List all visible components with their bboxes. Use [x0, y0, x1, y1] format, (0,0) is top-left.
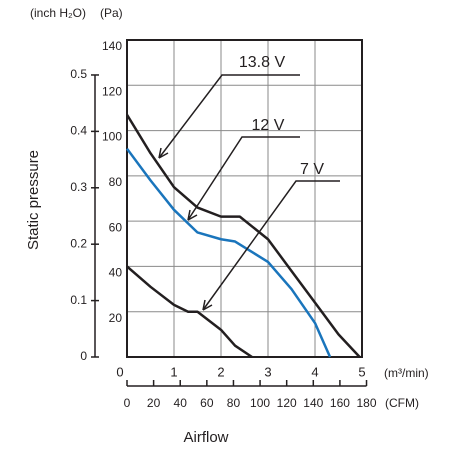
y2-tick-label: 0.1 [70, 293, 87, 307]
x-tick-label: 3 [264, 364, 271, 379]
x2-tick-label: 0 [124, 396, 131, 410]
x2-tick-label: 180 [357, 396, 377, 410]
x2-tick-label: 120 [277, 396, 297, 410]
x2-tick-label: 60 [200, 396, 214, 410]
x2-tick-label: 100 [250, 396, 270, 410]
y-tick-label: 140 [102, 39, 122, 53]
y2-tick-label: 0.4 [70, 124, 87, 138]
series-line [126, 265, 253, 359]
arrow-head [158, 147, 169, 159]
x2-unit: (CFM) [385, 396, 419, 410]
arrow-head [202, 299, 213, 311]
x-tick-label: 0 [116, 364, 123, 379]
x2-tick-label: 160 [330, 396, 350, 410]
plot-frame [126, 39, 363, 358]
y2-tick-label: 0.3 [70, 180, 87, 194]
y2-tick-label: 0.5 [70, 67, 87, 81]
y-axis-title: Static pressure [25, 150, 42, 250]
y2-tick-label: 0 [80, 349, 87, 363]
series-line [125, 147, 332, 358]
y-unit: (Pa) [100, 6, 123, 20]
y2-tick-label: 0.2 [70, 236, 87, 250]
y-tick-label: 100 [102, 130, 122, 144]
x-tick-label: 5 [358, 364, 365, 379]
y-tick-label: 20 [109, 311, 123, 325]
x-axis-title: Airflow [183, 429, 228, 446]
arrow [187, 136, 300, 221]
series-label: 7 V [300, 161, 324, 178]
series-label: 13.8 V [239, 54, 286, 71]
arrow-head [187, 209, 198, 221]
x2-tick-label: 140 [303, 396, 323, 410]
x-tick-label: 4 [311, 364, 318, 379]
y-tick-label: 60 [109, 220, 123, 234]
y-tick-label: 80 [109, 175, 123, 189]
x2-tick-label: 40 [174, 396, 188, 410]
annotations [158, 74, 340, 311]
x2-tick-label: 20 [147, 396, 161, 410]
x-unit: (m³/min) [384, 366, 429, 380]
x2-tick-label: 80 [227, 396, 241, 410]
arrow [202, 180, 340, 311]
series-line [125, 114, 361, 358]
y-tick-label: 120 [102, 84, 122, 98]
arrow [158, 74, 300, 159]
x-tick-label: 2 [217, 364, 224, 379]
series-label: 12 V [252, 117, 285, 134]
x-tick-label: 1 [170, 364, 177, 379]
y2-unit: (inch H₂O) [30, 6, 86, 20]
y-tick-label: 40 [109, 266, 123, 280]
